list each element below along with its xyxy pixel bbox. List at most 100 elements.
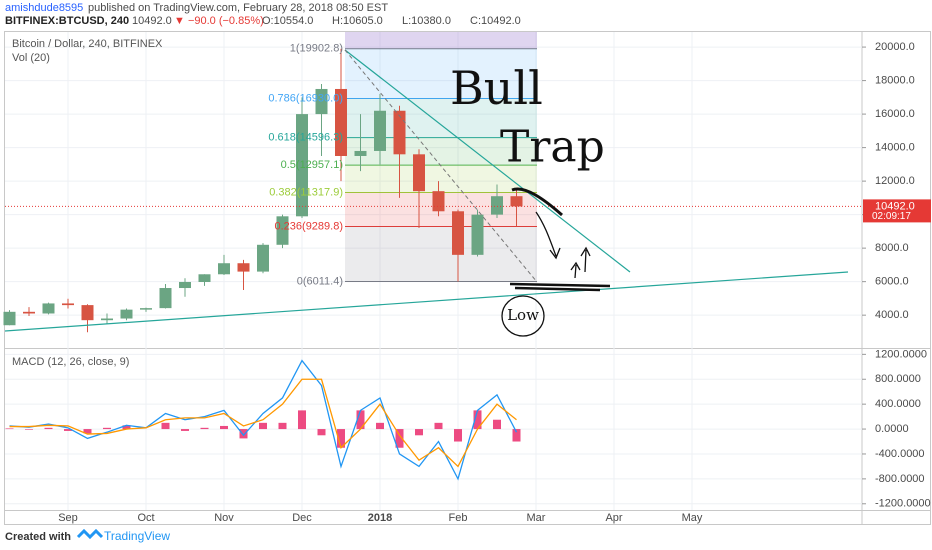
histogram-bar [83, 429, 92, 434]
trend-line [344, 49, 631, 273]
x-tick-label: Dec [292, 512, 312, 524]
histogram-bar [161, 422, 170, 430]
chart-title: Bitcoin / Dollar, 240, BITFINEX [12, 38, 163, 50]
y-tick-label: 0.0000 [875, 423, 909, 435]
candle-body [374, 110, 386, 151]
x-tick-label: Mar [527, 512, 546, 524]
y-tick-label: 6000.0 [875, 276, 909, 288]
x-tick-label: May [682, 512, 703, 524]
histogram-bar [454, 429, 462, 442]
chart-subtitle: Vol (20) [12, 52, 50, 64]
y-tick-label: 800.0000 [875, 373, 921, 385]
histogram-bar [317, 429, 326, 436]
candle-body [237, 263, 250, 272]
y-tick-label: 8000.0 [875, 242, 909, 254]
x-tick-label: 2018 [368, 512, 392, 524]
x-tick-label: Feb [449, 512, 468, 524]
histogram-bar [337, 429, 345, 448]
countdown: 02:09:17 [872, 211, 911, 222]
histogram-bar [376, 422, 384, 430]
histogram-bar [473, 410, 482, 430]
fib-zone [345, 48, 537, 99]
candle-body [510, 196, 523, 207]
arrow [570, 246, 591, 279]
background-layer [5, 32, 862, 510]
fib-label: 1(19902.8) [290, 43, 343, 55]
symbol: BITFINEX:BTCUSD, 240 [5, 15, 129, 27]
macd-line [9, 359, 518, 481]
logo [76, 528, 104, 540]
frame [4, 31, 931, 525]
macd-line [9, 378, 517, 468]
histogram-bar [5, 428, 14, 430]
fib-zone [345, 32, 537, 49]
change: ▼ −90.0 (−0.85%) [174, 15, 264, 27]
candle-body [432, 191, 445, 212]
annotation: Trap [500, 122, 605, 173]
author[interactable]: amishdude8595 [5, 2, 83, 14]
candle-body [198, 274, 211, 282]
fib-label: 0(6011.4) [297, 275, 343, 287]
histogram-bar [44, 427, 53, 430]
last-price: 10492.0 [132, 15, 172, 27]
scribble [511, 187, 563, 217]
histogram-bar [25, 429, 33, 430]
candle-body [120, 309, 133, 319]
histogram-bar [122, 425, 131, 430]
y-tick-label: 14000.0 [875, 142, 915, 154]
fib-zone [345, 165, 537, 193]
price-tag [863, 199, 931, 223]
candle-body [23, 311, 35, 314]
trend-line-dashed [344, 49, 538, 283]
fib-label: 0.786(16930.0) [268, 92, 343, 104]
candle-body [218, 263, 230, 275]
histogram-bar [493, 419, 501, 430]
histogram-bar [259, 422, 267, 430]
histogram-bar [356, 410, 365, 430]
histogram-bar [512, 429, 521, 442]
chart-title: MACD (12, 26, close, 9) [12, 356, 129, 368]
low: L:10380.0 [402, 15, 451, 27]
histogram-bar [434, 422, 443, 430]
y-tick-label: -1200.0000 [875, 498, 931, 510]
candle-body [296, 114, 308, 217]
price-tag-label: 10492.0 [875, 200, 915, 212]
histogram-bar [278, 422, 287, 430]
candle-body [413, 154, 425, 192]
drawings [4, 49, 849, 337]
published: published on TradingView.com, February 2… [88, 2, 388, 14]
histogram-bar [220, 425, 228, 430]
candle-body [354, 150, 367, 156]
open: O:10554.0 [262, 15, 313, 27]
y-tick-label: 4000.0 [875, 309, 909, 321]
fib-label: 0.5(12957.1) [281, 159, 343, 171]
fib-label: 0.236(9289.8) [275, 220, 344, 232]
candle-body [491, 196, 503, 215]
candle-body [62, 303, 74, 306]
y-tick-label: -400.0000 [875, 448, 925, 460]
label-layer: 4000.06000.08000.010000.012000.014000.01… [12, 38, 931, 524]
y-tick-label: 1200.0000 [875, 348, 927, 360]
histogram-bar [239, 429, 248, 439]
x-tick-label: Apr [605, 512, 622, 524]
candle-body [3, 311, 16, 326]
footer-brand[interactable]: TradingView [104, 529, 170, 543]
annotation: Low [507, 306, 539, 324]
support-line [4, 271, 849, 332]
y-tick-label: 18000.0 [875, 74, 915, 86]
candle-body [452, 211, 464, 255]
circle [501, 295, 545, 337]
x-tick-label: Oct [137, 512, 154, 524]
candle-body [315, 88, 328, 115]
candle-body [140, 308, 152, 310]
histogram-bar [64, 429, 72, 431]
candle-body [276, 216, 289, 245]
x-tick-label: Sep [58, 512, 78, 524]
histogram-bar [298, 410, 306, 430]
fib-label: 0.382(11317.9) [269, 186, 343, 198]
x-tick-label: Nov [214, 512, 234, 524]
histogram-bar [415, 429, 423, 436]
